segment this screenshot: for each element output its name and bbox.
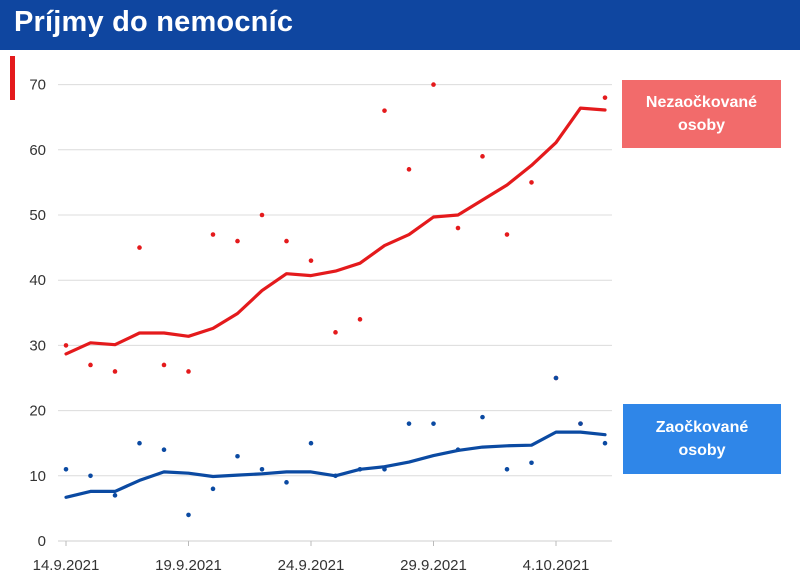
daily-point-vaccinated bbox=[112, 493, 118, 498]
daily-point-vaccinated bbox=[308, 440, 314, 446]
y-tick-label-20: 20 bbox=[29, 403, 46, 420]
daily-point-unvaccinated bbox=[602, 95, 608, 100]
daily-point-vaccinated bbox=[529, 460, 534, 466]
daily-point-vaccinated bbox=[63, 466, 69, 472]
daily-point-vaccinated bbox=[431, 421, 436, 426]
daily-point-unvaccinated bbox=[63, 343, 69, 348]
daily-point-vaccinated bbox=[382, 466, 387, 472]
daily-point-vaccinated bbox=[357, 466, 363, 472]
daily-point-vaccinated bbox=[259, 466, 265, 472]
daily-point-vaccinated bbox=[504, 466, 510, 472]
daily-point-unvaccinated bbox=[259, 212, 265, 218]
y-tick-label-40: 40 bbox=[29, 272, 46, 289]
daily-point-unvaccinated bbox=[382, 108, 387, 113]
legend-vaccinated: Zaočkované osoby bbox=[623, 404, 781, 474]
daily-point-vaccinated bbox=[186, 512, 191, 518]
daily-point-unvaccinated bbox=[455, 225, 461, 231]
y-tick-label-10: 10 bbox=[29, 468, 46, 485]
y-tick-label-30: 30 bbox=[29, 337, 46, 354]
x-tick-label: 19.9.2021 bbox=[155, 557, 222, 574]
y-tick-label-70: 70 bbox=[29, 77, 46, 94]
daily-point-vaccinated bbox=[88, 473, 93, 479]
daily-point-vaccinated bbox=[284, 480, 289, 485]
chart-header: Príjmy do nemocníc bbox=[0, 0, 800, 50]
daily-point-vaccinated bbox=[235, 453, 240, 459]
daily-point-unvaccinated bbox=[284, 238, 289, 244]
daily-point-unvaccinated bbox=[88, 362, 93, 368]
daily-point-vaccinated bbox=[210, 486, 216, 492]
grid bbox=[58, 84, 612, 542]
daily-point-unvaccinated bbox=[112, 369, 118, 374]
daily-point-unvaccinated bbox=[406, 167, 412, 172]
legend-unvaccinated-label: Nezaočkované osoby bbox=[645, 94, 758, 134]
daily-point-vaccinated bbox=[333, 473, 338, 479]
daily-point-vaccinated bbox=[553, 375, 559, 381]
daily-point-unvaccinated bbox=[161, 362, 167, 368]
x-axis: 14.9.2021 19.9.2021 24.9.2021 29.9.2021 4.10… bbox=[33, 541, 590, 574]
trend-line-unvaccinated bbox=[64, 106, 607, 356]
accent-bar bbox=[10, 56, 15, 100]
daily-point-unvaccinated bbox=[210, 232, 216, 237]
y-axis: 0 10 20 30 40 50 60 70 bbox=[29, 77, 46, 550]
daily-point-unvaccinated bbox=[431, 82, 436, 87]
y-tick-label-0: 0 bbox=[38, 533, 46, 550]
daily-point-unvaccinated bbox=[504, 232, 510, 237]
daily-point-unvaccinated bbox=[357, 317, 363, 322]
x-tick-label: 24.9.2021 bbox=[278, 557, 345, 574]
daily-point-vaccinated bbox=[602, 440, 608, 446]
daily-point-vaccinated bbox=[161, 447, 167, 453]
y-tick-label-50: 50 bbox=[29, 207, 46, 224]
daily-point-vaccinated bbox=[137, 440, 142, 446]
chart-title: Príjmy do nemocníc bbox=[14, 6, 294, 38]
legend-vaccinated-label: Zaočkované osoby bbox=[655, 419, 749, 459]
daily-point-vaccinated bbox=[578, 421, 583, 426]
x-tick-label: 4.10.2021 bbox=[523, 557, 590, 574]
daily-point-unvaccinated bbox=[308, 258, 314, 263]
daily-point-vaccinated bbox=[480, 414, 485, 420]
trend-line-vaccinated bbox=[64, 430, 607, 499]
daily-point-unvaccinated bbox=[480, 154, 485, 159]
daily-point-unvaccinated bbox=[186, 369, 191, 374]
x-tick-label: 14.9.2021 bbox=[33, 557, 100, 574]
x-tick-label: 29.9.2021 bbox=[400, 557, 467, 574]
daily-point-unvaccinated bbox=[235, 238, 240, 244]
daily-point-unvaccinated bbox=[529, 180, 534, 185]
daily-point-vaccinated bbox=[406, 421, 412, 426]
daily-point-unvaccinated bbox=[137, 245, 142, 250]
plot-area bbox=[63, 82, 608, 518]
daily-point-unvaccinated bbox=[333, 330, 338, 335]
y-tick-label-60: 60 bbox=[29, 142, 46, 159]
daily-point-vaccinated bbox=[455, 447, 461, 453]
legend-unvaccinated: Nezaočkované osoby bbox=[622, 80, 781, 148]
